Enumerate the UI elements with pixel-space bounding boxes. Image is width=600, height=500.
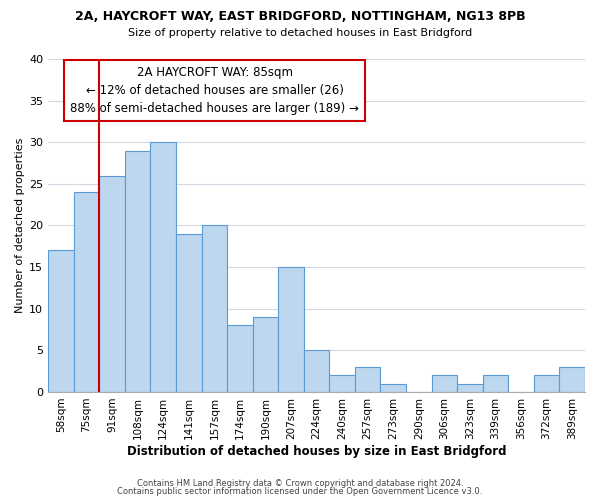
Bar: [253, 317, 278, 392]
Bar: [355, 367, 380, 392]
Bar: [227, 326, 253, 392]
Bar: [304, 350, 329, 392]
Bar: [457, 384, 483, 392]
Bar: [176, 234, 202, 392]
Text: Contains public sector information licensed under the Open Government Licence v3: Contains public sector information licen…: [118, 487, 482, 496]
Bar: [380, 384, 406, 392]
Text: 2A, HAYCROFT WAY, EAST BRIDGFORD, NOTTINGHAM, NG13 8PB: 2A, HAYCROFT WAY, EAST BRIDGFORD, NOTTIN…: [74, 10, 526, 23]
Text: Contains HM Land Registry data © Crown copyright and database right 2024.: Contains HM Land Registry data © Crown c…: [137, 478, 463, 488]
X-axis label: Distribution of detached houses by size in East Bridgford: Distribution of detached houses by size …: [127, 444, 506, 458]
Bar: [125, 150, 151, 392]
Y-axis label: Number of detached properties: Number of detached properties: [15, 138, 25, 313]
Bar: [329, 376, 355, 392]
Bar: [48, 250, 74, 392]
Text: Size of property relative to detached houses in East Bridgford: Size of property relative to detached ho…: [128, 28, 472, 38]
Bar: [559, 367, 585, 392]
Bar: [483, 376, 508, 392]
Bar: [278, 267, 304, 392]
Bar: [534, 376, 559, 392]
Bar: [74, 192, 99, 392]
Bar: [202, 226, 227, 392]
Text: 2A HAYCROFT WAY: 85sqm
← 12% of detached houses are smaller (26)
88% of semi-det: 2A HAYCROFT WAY: 85sqm ← 12% of detached…: [70, 66, 359, 114]
Bar: [151, 142, 176, 392]
Bar: [431, 376, 457, 392]
Bar: [99, 176, 125, 392]
